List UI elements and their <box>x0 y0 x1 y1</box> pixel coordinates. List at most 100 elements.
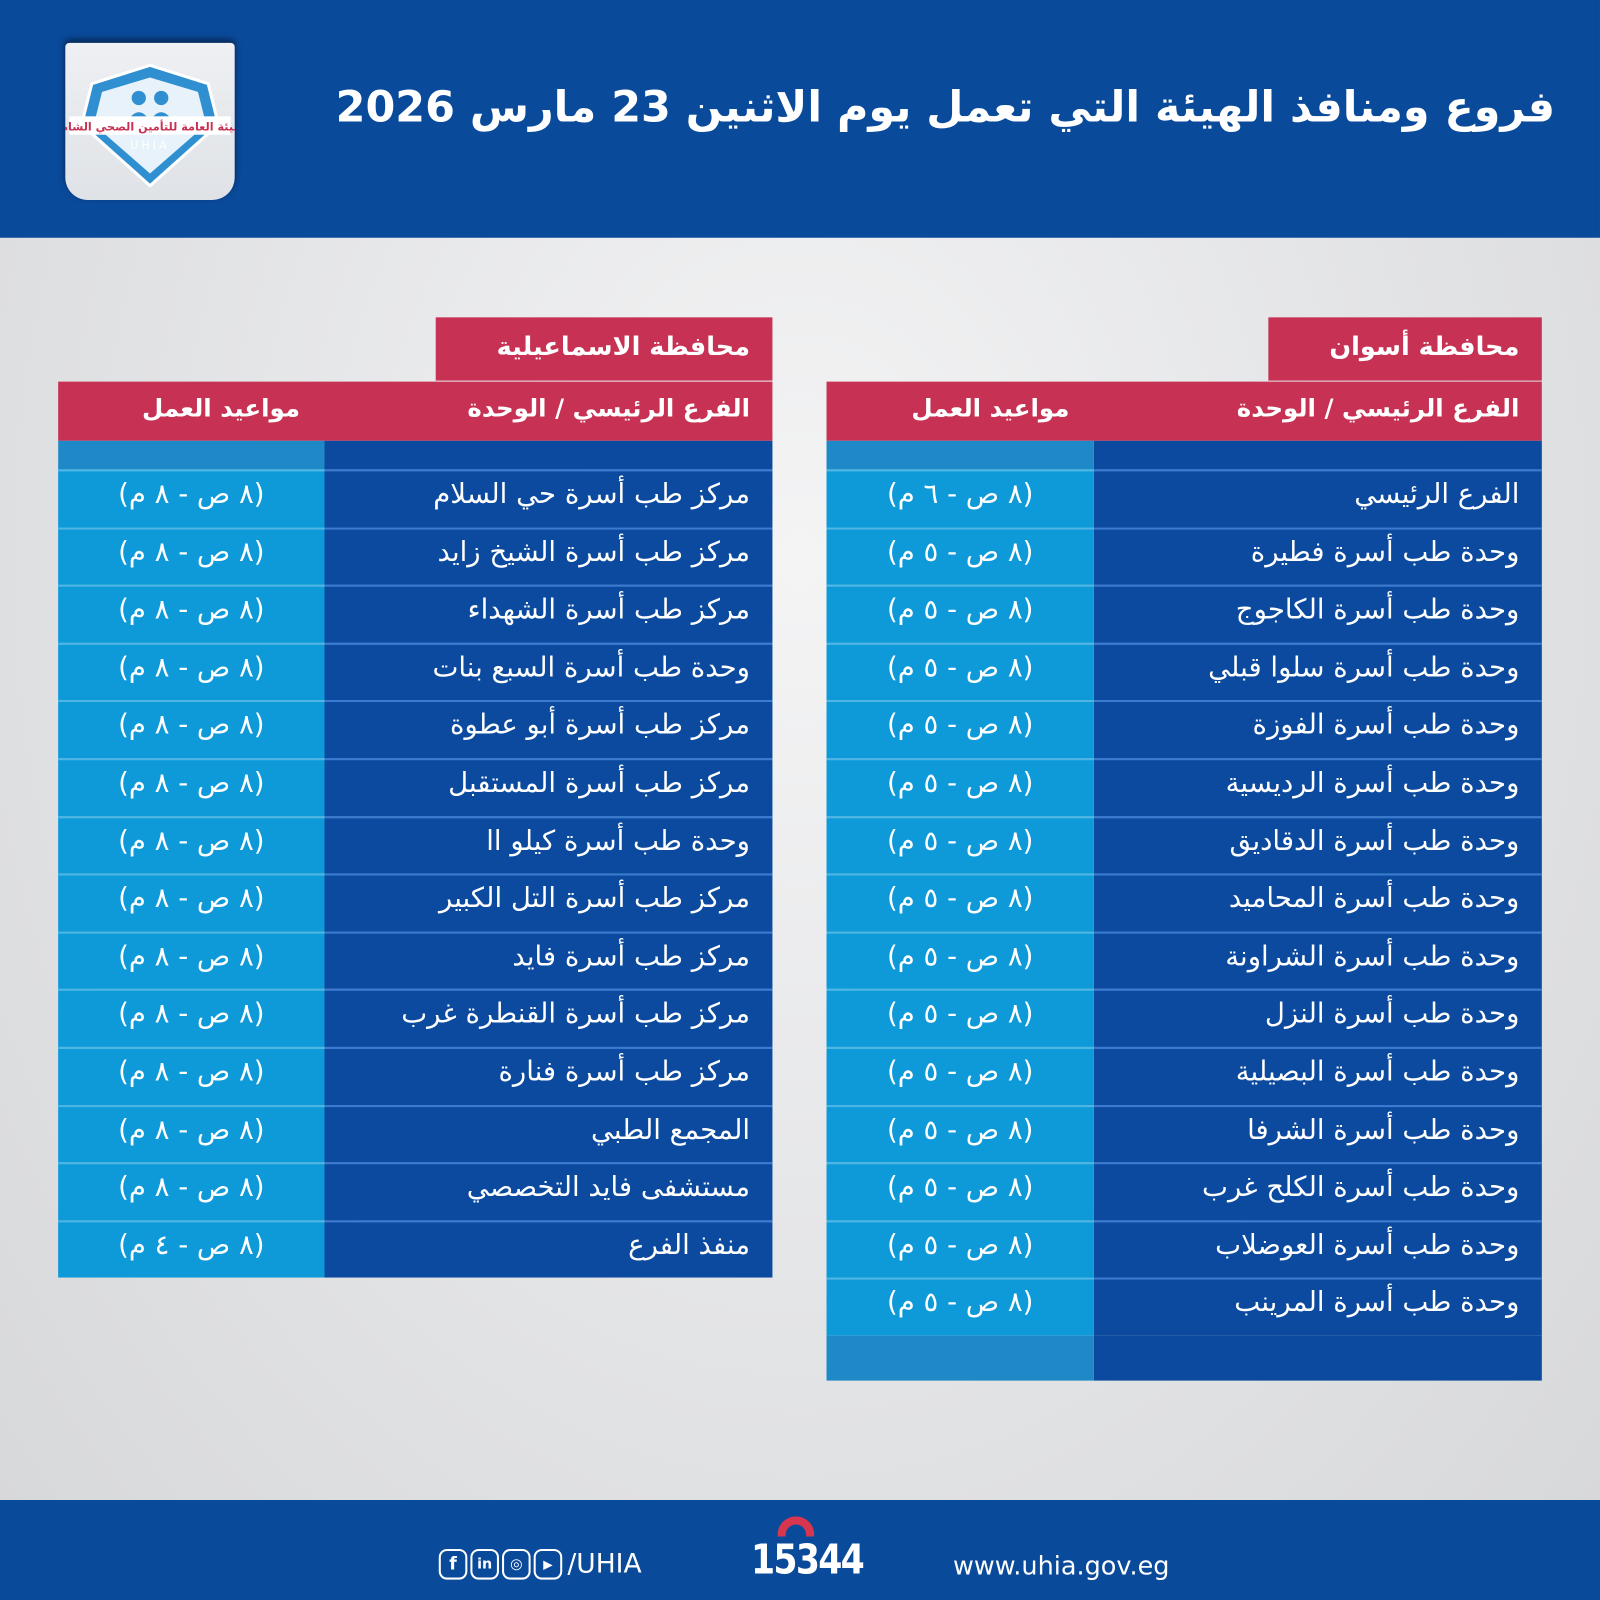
table-row: وحدة طب أسرة البصيلية (٨ ص - ٥ م) <box>826 1046 1542 1105</box>
header: الهيئة العامة للتأمين الصحي الشامل UHIA … <box>0 0 1600 238</box>
unit-name: مركز طب أسرة أبو عطوة <box>324 700 773 759</box>
table-row: المجمع الطبي (٨ ص - ٨ م) <box>58 1104 773 1163</box>
working-hours: (٨ ص - ٥ م) <box>826 642 1094 701</box>
table-row: مركز طب أسرة فايد (٨ ص - ٨ م) <box>58 931 773 990</box>
website-link[interactable]: www.uhia.gov.eg <box>953 1551 1170 1581</box>
working-hours: (٨ ص - ٥ م) <box>826 584 1094 643</box>
working-hours: (٨ ص - ٨ م) <box>58 815 325 874</box>
table-row: وحدة طب أسرة المحاميد (٨ ص - ٥ م) <box>826 873 1542 932</box>
unit-name: وحدة طب أسرة كيلو اا <box>324 815 773 874</box>
working-hours: (٨ ص - ٥ م) <box>826 1104 1094 1163</box>
table-header-aswan: الفرع الرئيسي / الوحدة مواعيد العمل <box>826 381 1542 441</box>
table-row: وحدة طب أسرة فطيرة (٨ ص - ٥ م) <box>826 527 1542 585</box>
footer: f in ◎ ▶ /UHIA 15344 www.uhia.gov.eg <box>0 1499 1600 1600</box>
working-hours: (٨ ص - ٥ م) <box>826 758 1094 816</box>
working-hours: (٨ ص - ٥ م) <box>826 1162 1094 1221</box>
working-hours: (٨ ص - ٥ م) <box>826 989 1094 1047</box>
unit-name: الفرع الرئيسي <box>1093 469 1542 528</box>
unit-name: وحدة طب أسرة الرديسية <box>1093 758 1542 816</box>
unit-name: وحدة طب أسرة الكلح غرب <box>1093 1162 1542 1221</box>
working-hours: (٨ ص - ٨ م) <box>58 1104 325 1163</box>
spacer-row <box>826 1335 1542 1381</box>
table-row: وحدة طب أسرة النزل (٨ ص - ٥ م) <box>826 989 1542 1047</box>
table-row: وحدة طب أسرة كيلو اا (٨ ص - ٨ م) <box>58 815 773 874</box>
social-links: f in ◎ ▶ /UHIA <box>438 1548 642 1580</box>
spacer-cell <box>1093 1335 1542 1381</box>
table-row: وحدة طب أسرة الدقاديق (٨ ص - ٥ م) <box>826 815 1542 874</box>
table-row: وحدة طب أسرة العوضلاب (٨ ص - ٥ م) <box>826 1220 1542 1278</box>
working-hours: (٨ ص - ٨ م) <box>58 1046 325 1105</box>
table-row: منفذ الفرع (٨ ص - ٤ م) <box>58 1220 773 1278</box>
spacer-cell <box>1093 440 1542 470</box>
unit-name: وحدة طب أسرة فطيرة <box>1093 527 1542 585</box>
unit-name: منفذ الفرع <box>324 1220 773 1278</box>
unit-name: مركز طب أسرة فايد <box>324 931 773 990</box>
table-row: وحدة طب أسرة الشرفا (٨ ص - ٥ م) <box>826 1104 1542 1163</box>
working-hours: (٨ ص - ٨ م) <box>58 758 325 816</box>
unit-name: وحدة طب أسرة المحاميد <box>1093 873 1542 932</box>
col-hours: مواعيد العمل <box>141 393 300 423</box>
table-aswan: الفرع الرئيسي (٨ ص - ٦ م) وحدة طب أسرة فطي… <box>826 440 1542 1381</box>
table-row: مركز طب أسرة القنطرة غرب (٨ ص - ٨ م) <box>58 989 773 1047</box>
table-row: وحدة طب أسرة المرينب (٨ ص - ٥ م) <box>826 1277 1542 1336</box>
unit-name: وحدة طب أسرة العوضلاب <box>1093 1220 1542 1278</box>
table-row: وحدة طب أسرة الفوزة (٨ ص - ٥ م) <box>826 700 1542 759</box>
unit-name: وحدة طب أسرة المرينب <box>1093 1277 1542 1336</box>
unit-name: مركز طب أسرة المستقبل <box>324 758 773 816</box>
table-row: وحدة طب أسرة سلوا قبلي (٨ ص - ٥ م) <box>826 642 1542 701</box>
spacer-row <box>826 440 1542 470</box>
unit-name: وحدة طب أسرة الشراونة <box>1093 931 1542 990</box>
working-hours: (٨ ص - ٨ م) <box>58 642 325 701</box>
working-hours: (٨ ص - ٨ م) <box>58 931 325 990</box>
phone-icon <box>777 1516 815 1537</box>
svg-text:الهيئة العامة للتأمين الصحي ال: الهيئة العامة للتأمين الصحي الشامل <box>65 120 234 134</box>
table-row: مركز طب أسرة الشهداء (٨ ص - ٨ م) <box>58 584 773 643</box>
table-header-ismailia: الفرع الرئيسي / الوحدة مواعيد العمل <box>58 381 773 441</box>
unit-name: مركز طب أسرة التل الكبير <box>324 873 773 932</box>
table-row: مركز طب أسرة الشيخ زايد (٨ ص - ٨ م) <box>58 527 773 585</box>
working-hours: (٨ ص - ٥ م) <box>826 1277 1094 1336</box>
working-hours: (٨ ص - ٤ م) <box>58 1220 325 1278</box>
youtube-icon[interactable]: ▶ <box>533 1548 563 1580</box>
table-row: وحدة طب أسرة الرديسية (٨ ص - ٥ م) <box>826 758 1542 816</box>
table-row: مركز طب أسرة حي السلام (٨ ص - ٨ م) <box>58 469 773 528</box>
working-hours: (٨ ص - ٥ م) <box>826 931 1094 990</box>
working-hours: (٨ ص - ٨ م) <box>58 469 325 528</box>
col-hours: مواعيد العمل <box>911 393 1070 423</box>
unit-name: وحدة طب أسرة الدقاديق <box>1093 815 1542 874</box>
uhia-logo: الهيئة العامة للتأمين الصحي الشامل UHIA <box>65 42 235 200</box>
table-row: وحدة طب أسرة السبع بنات (٨ ص - ٨ م) <box>58 642 773 701</box>
unit-name: وحدة طب أسرة البصيلية <box>1093 1046 1542 1105</box>
table-row: مركز طب أسرة أبو عطوة (٨ ص - ٨ م) <box>58 700 773 759</box>
unit-name: وحدة طب أسرة الشرفا <box>1093 1104 1542 1163</box>
working-hours: (٨ ص - ٥ م) <box>826 815 1094 874</box>
working-hours: (٨ ص - ٨ م) <box>58 700 325 759</box>
table-row: الفرع الرئيسي (٨ ص - ٦ م) <box>826 469 1542 528</box>
page-title: فروع ومنافذ الهيئة التي تعمل يوم الاثنين… <box>335 81 1556 132</box>
col-unit: الفرع الرئيسي / الوحدة <box>1236 393 1520 423</box>
province-tab-ismailia: محافظة الاسماعيلية <box>435 317 773 381</box>
hotline-number[interactable]: 15344 <box>751 1536 865 1584</box>
working-hours: (٨ ص - ٥ م) <box>826 873 1094 932</box>
working-hours: (٨ ص - ٨ م) <box>58 584 325 643</box>
linkedin-icon[interactable]: in <box>470 1548 499 1580</box>
unit-name: وحدة طب أسرة سلوا قبلي <box>1093 642 1542 701</box>
table-row: مركز طب أسرة فنارة (٨ ص - ٨ م) <box>58 1046 773 1105</box>
svg-text:UHIA: UHIA <box>130 139 170 152</box>
unit-name: وحدة طب أسرة الفوزة <box>1093 700 1542 759</box>
facebook-icon[interactable]: f <box>438 1548 468 1580</box>
unit-name: مركز طب أسرة الشهداء <box>324 584 773 643</box>
working-hours: (٨ ص - ٨ م) <box>58 527 325 585</box>
instagram-icon[interactable]: ◎ <box>502 1548 531 1580</box>
working-hours: (٨ ص - ٨ م) <box>58 873 325 932</box>
unit-name: وحدة طب أسرة السبع بنات <box>324 642 773 701</box>
unit-name: وحدة طب أسرة الكاجوج <box>1093 584 1542 643</box>
spacer-cell <box>58 440 325 470</box>
working-hours: (٨ ص - ٥ م) <box>826 1220 1094 1278</box>
working-hours: (٨ ص - ٥ م) <box>826 700 1094 759</box>
unit-name: مركز طب أسرة حي السلام <box>324 469 773 528</box>
unit-name: مستشفى فايد التخصصي <box>324 1162 773 1221</box>
table-row: وحدة طب أسرة الشراونة (٨ ص - ٥ م) <box>826 931 1542 990</box>
unit-name: مركز طب أسرة القنطرة غرب <box>324 989 773 1047</box>
